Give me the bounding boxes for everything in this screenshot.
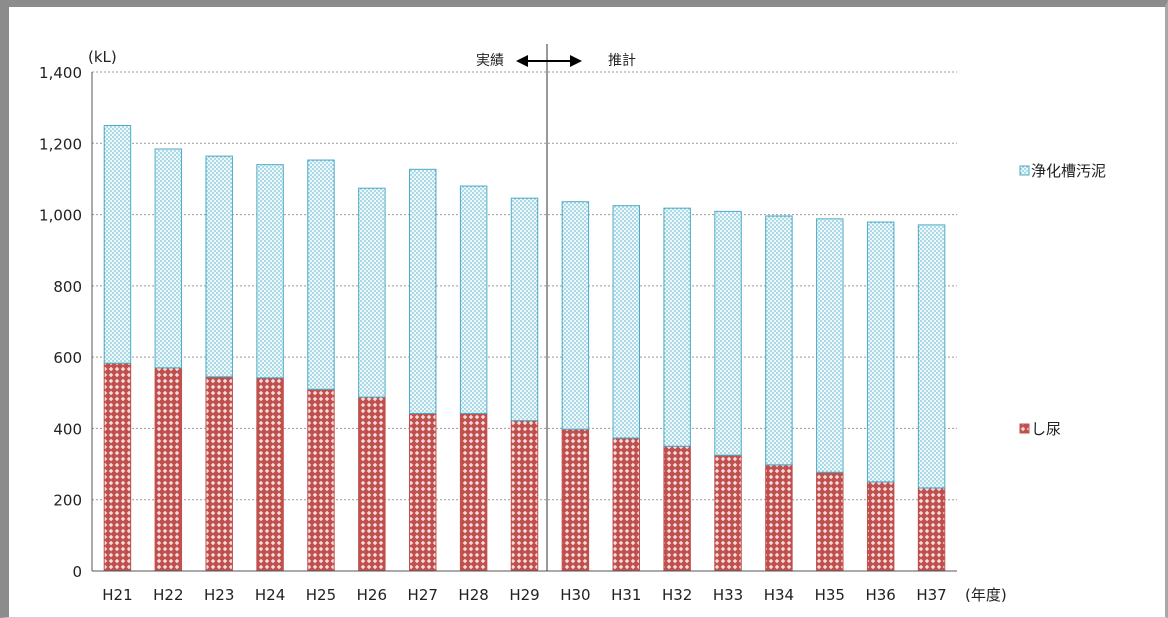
bar-shinyo bbox=[663, 445, 691, 572]
y-unit-label: (kL) bbox=[88, 48, 117, 66]
legend-item-shinyo: し尿 bbox=[1019, 420, 1061, 438]
y-tick-label: 200 bbox=[53, 492, 82, 510]
x-tick-label: H36 bbox=[865, 586, 895, 604]
bars-layer bbox=[103, 124, 946, 572]
x-tick-label: H32 bbox=[662, 586, 692, 604]
bar-johkaso bbox=[459, 185, 488, 414]
bar-johkaso bbox=[714, 210, 742, 456]
x-tick-label: H25 bbox=[306, 586, 336, 604]
x-tick-label: H21 bbox=[102, 586, 132, 604]
bar-shinyo bbox=[816, 471, 844, 572]
y-tick-label: 1,200 bbox=[39, 135, 82, 153]
x-tick-label: H24 bbox=[255, 586, 285, 604]
bar-johkaso bbox=[409, 168, 437, 414]
bar-johkaso bbox=[205, 155, 233, 378]
legend: 浄化槽汚泥 し尿 bbox=[1019, 162, 1106, 438]
x-tick-label: H26 bbox=[357, 586, 387, 604]
y-tick-label: 800 bbox=[53, 278, 82, 296]
bar-johkaso bbox=[561, 201, 590, 430]
x-tick-label: H33 bbox=[713, 586, 743, 604]
x-tick-label: H27 bbox=[408, 586, 438, 604]
x-tick-label: H35 bbox=[815, 586, 845, 604]
bar-shinyo bbox=[866, 481, 895, 572]
x-tick-label: H34 bbox=[764, 586, 794, 604]
bar-shinyo bbox=[409, 412, 437, 572]
bar-johkaso bbox=[663, 207, 691, 447]
double-arrow-icon bbox=[516, 55, 582, 67]
actual-label: 実績 bbox=[476, 53, 504, 69]
bar-johkaso bbox=[866, 221, 895, 483]
x-tick-label: H22 bbox=[153, 586, 183, 604]
bar-johkaso bbox=[103, 124, 132, 364]
bar-johkaso bbox=[358, 187, 386, 398]
legend-item-johkaso: 浄化槽汚泥 bbox=[1019, 162, 1106, 180]
x-tick-label: H28 bbox=[458, 586, 488, 604]
bar-shinyo bbox=[510, 420, 539, 572]
legend-swatch-shinyo bbox=[1019, 423, 1030, 434]
bar-johkaso bbox=[816, 218, 844, 473]
legend-swatch-johkaso bbox=[1019, 165, 1030, 176]
x-tick-label: H30 bbox=[560, 586, 590, 604]
bar-johkaso bbox=[917, 224, 946, 489]
x-unit-label: (年度) bbox=[965, 586, 1007, 604]
bar-shinyo bbox=[459, 412, 488, 572]
bar-johkaso bbox=[256, 164, 284, 379]
x-tick-label: H37 bbox=[916, 586, 946, 604]
bar-shinyo bbox=[714, 454, 742, 572]
bar-shinyo bbox=[561, 428, 590, 572]
bar-shinyo bbox=[765, 464, 793, 572]
x-tick-label: H29 bbox=[509, 586, 539, 604]
bar-shinyo bbox=[154, 367, 183, 572]
tick-labels: 0 200 400 600 800 1,000 1,200 1,400 H21 H22 H23 H24… bbox=[39, 64, 947, 604]
bar-shinyo bbox=[103, 362, 132, 572]
y-tick-label: 1,400 bbox=[39, 64, 82, 82]
bar-johkaso bbox=[612, 205, 640, 439]
x-tick-label: H31 bbox=[611, 586, 641, 604]
y-tick-label: 0 bbox=[72, 563, 82, 581]
legend-label-johkaso: 浄化槽汚泥 bbox=[1031, 162, 1106, 180]
forecast-label: 推計 bbox=[608, 53, 636, 69]
bar-shinyo bbox=[612, 437, 640, 572]
legend-label-shinyo: し尿 bbox=[1031, 420, 1061, 438]
bar-shinyo bbox=[307, 388, 335, 572]
bar-shinyo bbox=[205, 376, 233, 572]
x-tick-label: H23 bbox=[204, 586, 234, 604]
bar-johkaso bbox=[307, 159, 335, 390]
bar-johkaso bbox=[154, 148, 183, 369]
bar-johkaso bbox=[765, 215, 793, 466]
bar-shinyo bbox=[917, 487, 946, 572]
y-tick-label: 400 bbox=[53, 420, 82, 438]
y-tick-label: 1,000 bbox=[39, 207, 82, 225]
y-tick-label: 600 bbox=[53, 349, 82, 367]
bar-shinyo bbox=[256, 377, 284, 572]
bar-johkaso bbox=[510, 197, 539, 422]
axes bbox=[91, 72, 957, 572]
bar-shinyo bbox=[358, 396, 386, 572]
